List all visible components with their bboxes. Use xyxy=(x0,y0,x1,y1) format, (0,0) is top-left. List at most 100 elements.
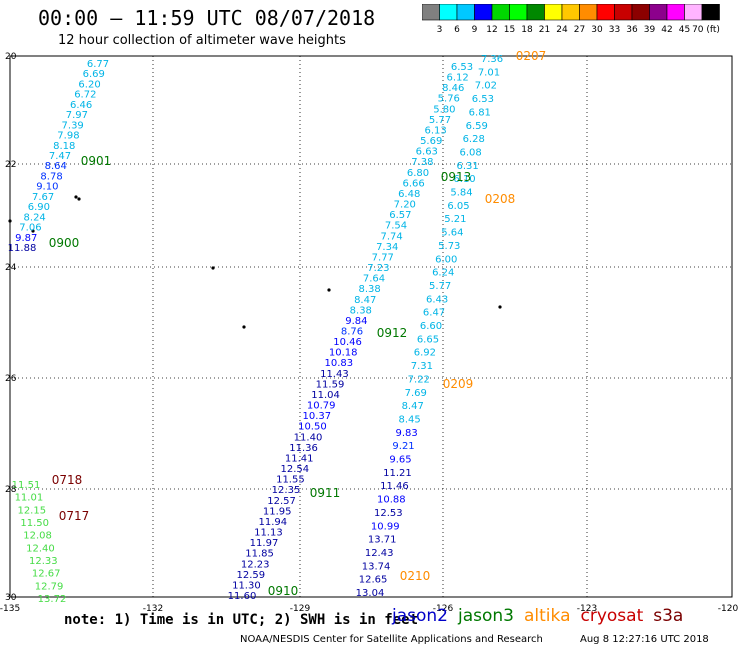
pass-time-tag: 0208 xyxy=(485,192,516,206)
pass-time-tag: 0910 xyxy=(268,584,299,598)
swh-value: 9.84 xyxy=(345,316,367,327)
swh-value: 8.76 xyxy=(341,327,363,338)
swh-value: 12.15 xyxy=(17,505,46,516)
swh-value: 6.92 xyxy=(414,348,436,359)
swh-value: 11.95 xyxy=(263,506,292,517)
swh-value: 11.85 xyxy=(245,549,274,560)
swh-value: 6.65 xyxy=(417,334,439,345)
colorbar-swatch xyxy=(666,4,685,21)
swh-value: 12.57 xyxy=(267,496,296,507)
swh-value: 12.33 xyxy=(29,556,58,567)
colorbar-label: 33 xyxy=(609,25,620,35)
colorbar-label: 9 xyxy=(472,25,478,35)
swh-value: 11.30 xyxy=(232,580,261,591)
swh-value: 11.50 xyxy=(20,518,49,529)
swh-value: 6.20 xyxy=(78,79,100,90)
swh-value: 7.98 xyxy=(57,131,79,142)
swh-value: 11.51 xyxy=(12,480,41,491)
swh-value: 8.38 xyxy=(358,284,380,295)
colorbar-label: 27 xyxy=(574,25,585,35)
swh-value: 11.01 xyxy=(15,493,44,504)
colorbar-swatch xyxy=(456,4,475,21)
swh-value: 7.74 xyxy=(380,231,402,242)
swh-value: 7.06 xyxy=(19,223,41,234)
island-marker xyxy=(327,288,331,292)
swh-value: 7.20 xyxy=(394,200,416,211)
swh-value: 6.77 xyxy=(87,59,109,70)
swh-value: 10.18 xyxy=(329,348,358,359)
swh-value: 8.24 xyxy=(24,212,46,223)
lon-label: -120 xyxy=(718,604,739,614)
satellite-legend: jason2 jason3 altika cryosat s3a xyxy=(392,606,693,626)
island-marker xyxy=(242,325,246,329)
colorbar-label: 15 xyxy=(504,25,515,35)
swh-value: 6.57 xyxy=(389,210,411,221)
swh-value: 5.84 xyxy=(450,188,472,199)
island-marker xyxy=(8,219,12,223)
swh-value: 7.69 xyxy=(405,388,427,399)
swh-value: 12.23 xyxy=(241,559,270,570)
swh-value: 5.76 xyxy=(438,94,460,105)
swh-value: 7.54 xyxy=(385,221,407,232)
swh-value: 12.53 xyxy=(374,508,403,519)
lat-label: 20 xyxy=(5,52,17,62)
wave-height-colorbar: 3 6 9 12 15 18 21 24 27 30 33 36 39 42 45 70 (ft) xyxy=(422,4,720,35)
legend-jason2: jason2 xyxy=(392,606,448,626)
lat-label: 28 xyxy=(5,485,17,495)
pass-time-tag: 0210 xyxy=(400,569,431,583)
swh-value: 6.10 xyxy=(453,174,475,185)
swh-value: 6.81 xyxy=(469,107,491,118)
colorbar-swatch xyxy=(701,4,720,21)
swh-value: 5.77 xyxy=(429,115,451,126)
swh-value: 6.48 xyxy=(398,189,420,200)
colorbar-swatch xyxy=(422,4,440,21)
swh-value: 6.80 xyxy=(407,168,429,179)
colorbar-label: 30 xyxy=(591,25,603,35)
swh-value: 11.60 xyxy=(228,591,257,602)
swh-value: 9.83 xyxy=(395,428,417,439)
swh-value: 6.60 xyxy=(420,321,442,332)
swh-value: 6.53 xyxy=(472,94,494,105)
lat-label: 26 xyxy=(5,374,17,384)
swh-value: 13.04 xyxy=(356,588,385,599)
colorbar-label: 45 xyxy=(679,25,690,35)
timestamp: Aug 8 12:27:16 UTC 2018 xyxy=(580,634,709,645)
island-marker xyxy=(31,229,35,233)
swh-value: 5.80 xyxy=(433,104,455,115)
pass-time-tag: 0912 xyxy=(377,326,408,340)
colorbar-swatch xyxy=(544,4,563,21)
map-grid xyxy=(9,55,733,598)
swh-value: 6.69 xyxy=(83,69,105,80)
swh-value: 5.21 xyxy=(444,214,466,225)
colorbar-swatch xyxy=(526,4,545,21)
swh-value: 7.64 xyxy=(363,274,385,285)
swh-value: 11.94 xyxy=(258,517,287,528)
map-title: 00:00 – 11:59 UTC 08/07/2018 xyxy=(38,6,376,30)
swh-value: 11.13 xyxy=(254,528,283,539)
swh-value: 8.46 xyxy=(442,83,464,94)
swh-value: 12.67 xyxy=(32,569,61,580)
pass-time-tag: 0913 xyxy=(441,170,472,184)
colorbar-label: 3 xyxy=(437,25,443,35)
colorbar-label: 39 xyxy=(644,25,656,35)
lon-label: -135 xyxy=(0,604,20,614)
swh-value: 11.59 xyxy=(316,379,345,390)
swh-value: 10.37 xyxy=(302,411,331,422)
islands xyxy=(8,195,502,329)
colorbar-swatch xyxy=(631,4,650,21)
swh-value: 7.22 xyxy=(408,374,430,385)
swh-value: 5.69 xyxy=(420,136,442,147)
credit-line: NOAA/NESDIS Center for Satellite Applica… xyxy=(240,634,543,645)
swh-value: 8.78 xyxy=(40,171,62,182)
altimeter-tracks: 6.776.696.206.726.467.977.397.988.187.47… xyxy=(8,49,547,605)
swh-value: 11.46 xyxy=(380,481,409,492)
swh-value: 9.87 xyxy=(15,233,37,244)
colorbar-label: 6 xyxy=(454,25,460,35)
swh-value: 12.08 xyxy=(23,531,52,542)
pass-time-tag: 0717 xyxy=(59,509,90,523)
swh-value: 6.63 xyxy=(416,147,438,158)
swh-value: 10.46 xyxy=(333,337,362,348)
swh-value: 9.65 xyxy=(389,455,411,466)
swh-value: 6.66 xyxy=(402,178,424,189)
swh-value: 11.43 xyxy=(320,369,349,380)
